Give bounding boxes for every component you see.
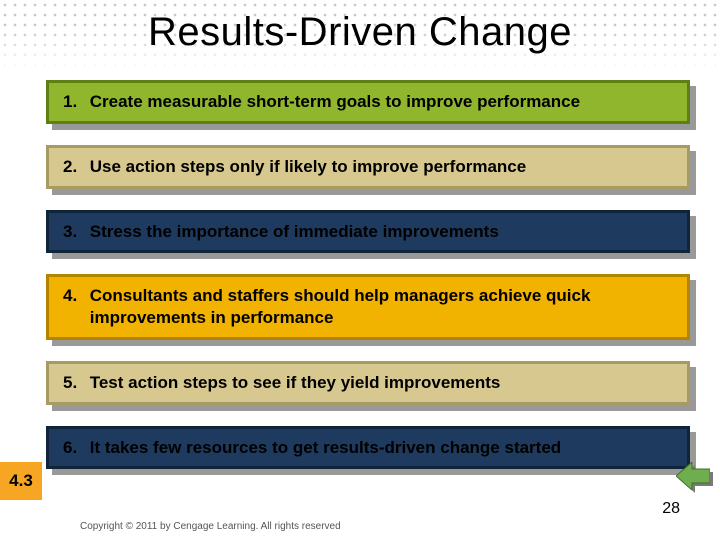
section-number-badge: 4.3 bbox=[0, 462, 42, 500]
row-text: Consultants and staffers should help man… bbox=[90, 285, 675, 329]
list-row: 3. Stress the importance of immediate im… bbox=[46, 210, 690, 254]
row-box: 1. Create measurable short-term goals to… bbox=[46, 80, 690, 124]
list-row: 1. Create measurable short-term goals to… bbox=[46, 80, 690, 124]
row-text: It takes few resources to get results-dr… bbox=[90, 437, 675, 459]
row-box: 6. It takes few resources to get results… bbox=[46, 426, 690, 470]
row-box: 4. Consultants and staffers should help … bbox=[46, 274, 690, 340]
row-text: Stress the importance of immediate impro… bbox=[90, 221, 675, 243]
rows-container: 1. Create measurable short-term goals to… bbox=[46, 80, 690, 469]
row-number: 5. bbox=[63, 372, 85, 394]
row-box: 2. Use action steps only if likely to im… bbox=[46, 145, 690, 189]
copyright-text: Copyright © 2011 by Cengage Learning. Al… bbox=[80, 521, 341, 532]
list-row: 6. It takes few resources to get results… bbox=[46, 426, 690, 470]
list-row: 4. Consultants and staffers should help … bbox=[46, 274, 690, 340]
row-number: 6. bbox=[63, 437, 85, 459]
list-row: 5. Test action steps to see if they yiel… bbox=[46, 361, 690, 405]
row-number: 2. bbox=[63, 156, 85, 178]
row-number: 3. bbox=[63, 221, 85, 243]
list-row: 2. Use action steps only if likely to im… bbox=[46, 145, 690, 189]
row-text: Use action steps only if likely to impro… bbox=[90, 156, 675, 178]
slide-number: 28 bbox=[662, 500, 680, 518]
back-arrow-button[interactable] bbox=[676, 462, 710, 490]
row-box: 3. Stress the importance of immediate im… bbox=[46, 210, 690, 254]
back-arrow-icon bbox=[676, 462, 710, 490]
row-number: 4. bbox=[63, 285, 85, 307]
row-box: 5. Test action steps to see if they yiel… bbox=[46, 361, 690, 405]
slide-title: Results-Driven Change bbox=[0, 0, 720, 55]
row-number: 1. bbox=[63, 91, 85, 113]
row-text: Test action steps to see if they yield i… bbox=[90, 372, 675, 394]
row-text: Create measurable short-term goals to im… bbox=[90, 91, 675, 113]
